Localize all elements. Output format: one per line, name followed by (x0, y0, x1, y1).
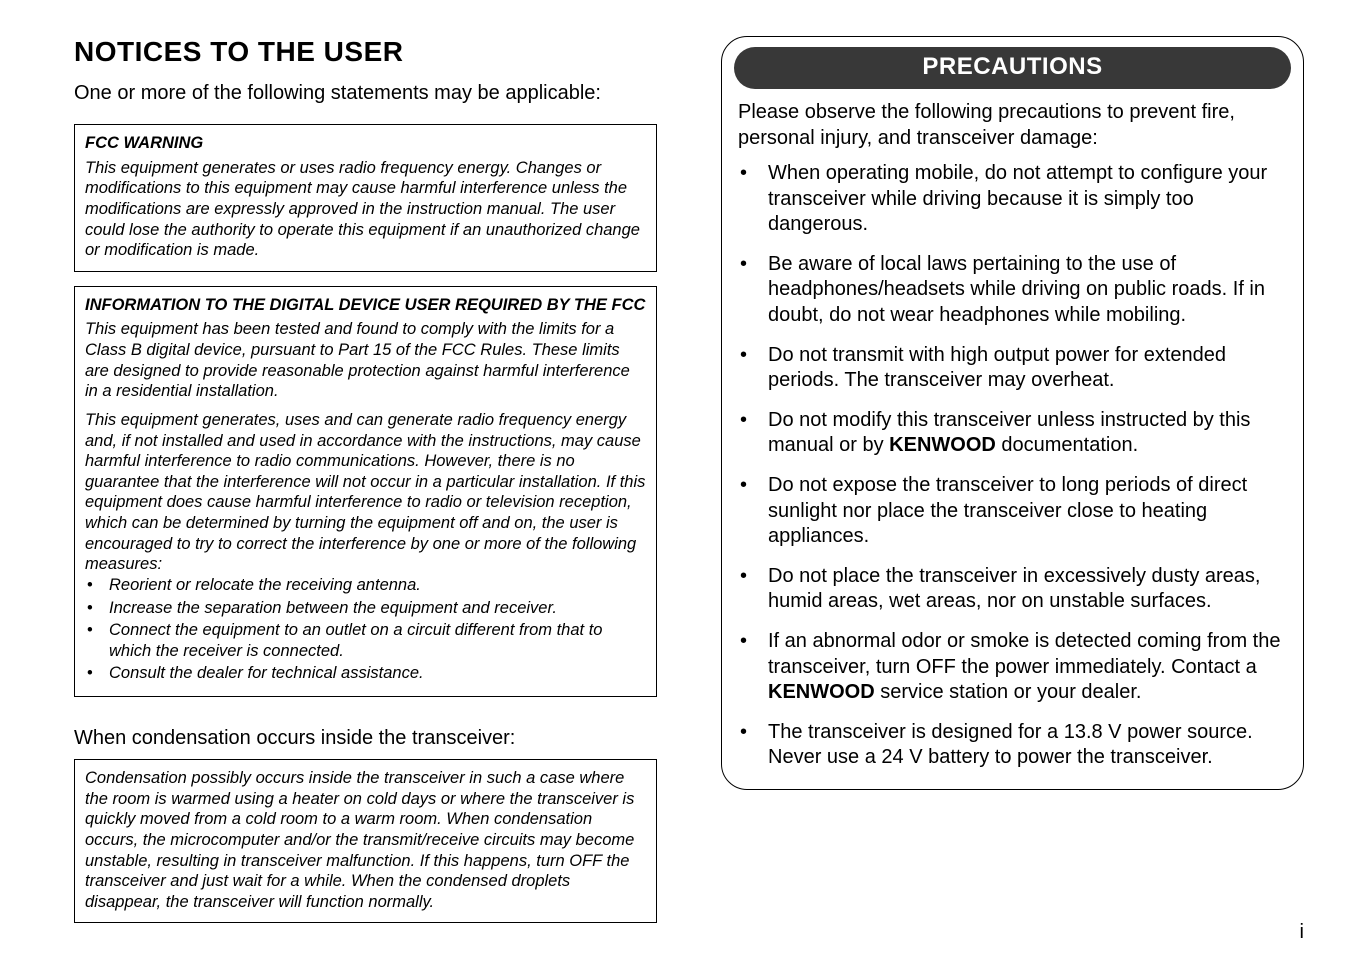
condensation-heading: When condensation occurs inside the tran… (74, 725, 657, 751)
bullet-icon: • (738, 720, 768, 771)
digital-device-bullets: •Reorient or relocate the receiving ante… (85, 575, 646, 684)
list-item: •Be aware of local laws pertaining to th… (738, 252, 1287, 329)
bullet-text: Connect the equipment to an outlet on a … (109, 620, 646, 661)
digital-device-title: INFORMATION TO THE DIGITAL DEVICE USER R… (85, 295, 646, 316)
list-item: •Do not transmit with high output power … (738, 343, 1287, 394)
bullet-text: Consult the dealer for technical assista… (109, 663, 424, 684)
list-item: •When operating mobile, do not attempt t… (738, 161, 1287, 238)
bullet-icon: • (738, 343, 768, 394)
precaution-text: Do not expose the transceiver to long pe… (768, 473, 1287, 550)
precautions-panel: PRECAUTIONS Please observe the following… (721, 36, 1304, 790)
bullet-icon: • (738, 473, 768, 550)
brand-kenwood: KENWOOD (889, 434, 996, 456)
bullet-icon: • (738, 161, 768, 238)
notices-intro: One or more of the following statements … (74, 80, 657, 106)
fcc-warning-title: FCC WARNING (85, 133, 646, 154)
precaution-text: Be aware of local laws pertaining to the… (768, 252, 1287, 329)
fcc-warning-box: FCC WARNING This equipment generates or … (74, 124, 657, 272)
list-item: •Consult the dealer for technical assist… (85, 663, 646, 684)
precaution-text: Do not transmit with high output power f… (768, 343, 1287, 394)
bullet-icon: • (85, 620, 109, 661)
brand-kenwood: KENWOOD (768, 681, 875, 703)
list-item: •Do not modify this transceiver unless i… (738, 408, 1287, 459)
bullet-icon: • (738, 252, 768, 329)
digital-device-box: INFORMATION TO THE DIGITAL DEVICE USER R… (74, 286, 657, 697)
precaution-text: When operating mobile, do not attempt to… (768, 161, 1287, 238)
precautions-intro: Please observe the following precautions… (728, 99, 1297, 161)
list-item: •The transceiver is designed for a 13.8 … (738, 720, 1287, 771)
digital-device-body: This equipment has been tested and found… (85, 319, 646, 575)
bullet-icon: • (85, 663, 109, 684)
precaution-text: Do not place the transceiver in excessiv… (768, 564, 1287, 615)
precautions-list: •When operating mobile, do not attempt t… (728, 161, 1297, 771)
list-item: •If an abnormal odor or smoke is detecte… (738, 629, 1287, 706)
condensation-box: Condensation possibly occurs inside the … (74, 759, 657, 923)
list-item: •Increase the separation between the equ… (85, 598, 646, 619)
precautions-heading: PRECAUTIONS (734, 47, 1291, 89)
right-column: PRECAUTIONS Please observe the following… (713, 36, 1304, 926)
list-item: •Reorient or relocate the receiving ante… (85, 575, 646, 596)
bullet-icon: • (85, 598, 109, 619)
precaution-text: If an abnormal odor or smoke is detected… (768, 629, 1287, 706)
condensation-body: Condensation possibly occurs inside the … (85, 768, 646, 912)
digital-device-p1: This equipment has been tested and found… (85, 319, 646, 402)
bullet-icon: • (738, 564, 768, 615)
page: NOTICES TO THE USER One or more of the f… (0, 0, 1352, 954)
precaution-text: The transceiver is designed for a 13.8 V… (768, 720, 1287, 771)
precaution-text: Do not modify this transceiver unless in… (768, 408, 1287, 459)
bullet-text: Reorient or relocate the receiving anten… (109, 575, 421, 596)
bullet-icon: • (85, 575, 109, 596)
fcc-warning-body: This equipment generates or uses radio f… (85, 158, 646, 261)
list-item: •Do not place the transceiver in excessi… (738, 564, 1287, 615)
bullet-icon: • (738, 408, 768, 459)
bullet-text: Increase the separation between the equi… (109, 598, 557, 619)
list-item: •Do not expose the transceiver to long p… (738, 473, 1287, 550)
notices-heading: NOTICES TO THE USER (74, 36, 657, 68)
page-number: i (1300, 921, 1304, 944)
digital-device-p2: This equipment generates, uses and can g… (85, 410, 646, 575)
bullet-icon: • (738, 629, 768, 706)
left-column: NOTICES TO THE USER One or more of the f… (74, 36, 665, 926)
list-item: •Connect the equipment to an outlet on a… (85, 620, 646, 661)
